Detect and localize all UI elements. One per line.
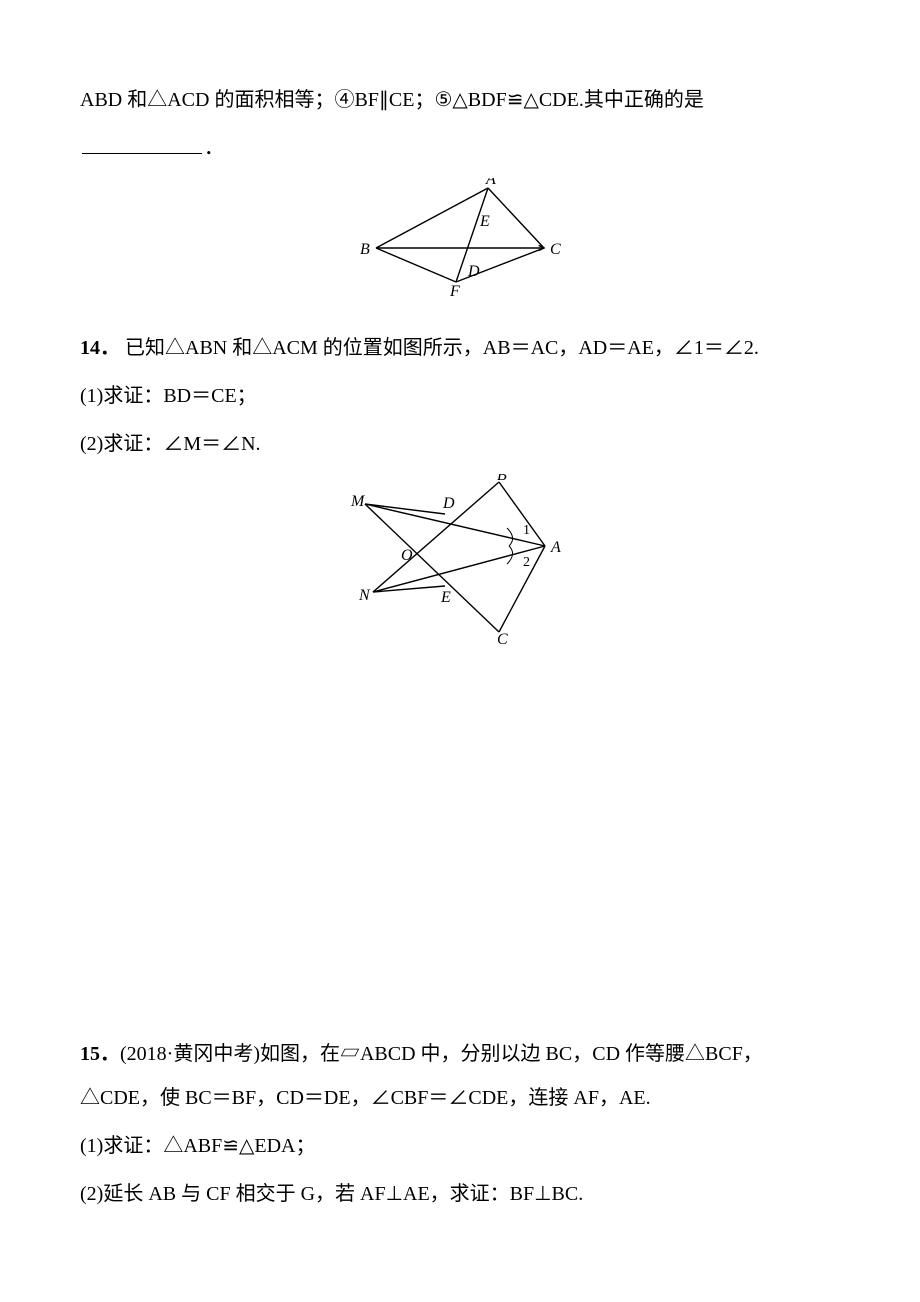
line1: ABD 和△ACD 的面积相等；④BF∥CE；⑤△BDF≌△CDE.其中正确的是	[80, 78, 840, 122]
svg-text:E: E	[479, 213, 490, 230]
q14-line: 14． 已知△ABN 和△ACM 的位置如图所示，AB＝AC，AD＝AE，∠1＝…	[80, 326, 840, 370]
q15-p2: (2)延长 AB 与 CF 相交于 G，若 AF⊥AE，求证：BF⊥BC.	[80, 1172, 840, 1216]
svg-text:C: C	[550, 241, 561, 258]
line2-blank: ．	[80, 126, 840, 170]
figure-2: A B C M N D E O 1 2	[345, 474, 575, 644]
q15-num: 15．	[80, 1043, 120, 1065]
q14-num: 14．	[80, 337, 120, 359]
svg-text:2: 2	[523, 555, 530, 570]
figure-2-wrap: A B C M N D E O 1 2	[80, 474, 840, 660]
figure-1: A B C D E F	[350, 178, 570, 298]
svg-text:F: F	[449, 283, 460, 298]
svg-text:D: D	[442, 495, 455, 512]
q14-text: 已知△ABN 和△ACM 的位置如图所示，AB＝AC，AD＝AE，∠1＝∠2.	[120, 337, 759, 359]
page-content: ABD 和△ACD 的面积相等；④BF∥CE；⑤△BDF≌△CDE.其中正确的是…	[0, 0, 920, 1216]
svg-text:M: M	[350, 493, 366, 510]
blank-space	[80, 672, 840, 1032]
svg-text:B: B	[497, 474, 507, 484]
q15-text: (2018·黄冈中考)如图，在▱ABCD 中，分别以边 BC，CD 作等腰△BC…	[80, 1043, 763, 1109]
svg-text:C: C	[497, 631, 508, 644]
svg-text:E: E	[440, 589, 451, 606]
q14-p1: (1)求证：BD＝CE；	[80, 374, 840, 418]
figure-1-wrap: A B C D E F	[80, 178, 840, 314]
q14-p2: (2)求证：∠M＝∠N.	[80, 422, 840, 466]
q15-line: 15．(2018·黄冈中考)如图，在▱ABCD 中，分别以边 BC，CD 作等腰…	[80, 1032, 840, 1120]
line1-text: ABD 和△ACD 的面积相等；④BF∥CE；⑤△BDF≌△CDE.其中正确的是	[80, 89, 704, 111]
svg-text:D: D	[467, 263, 480, 280]
q15-p1: (1)求证：△ABF≌△EDA；	[80, 1124, 840, 1168]
svg-text:1: 1	[523, 523, 530, 538]
answer-blank[interactable]	[82, 153, 202, 154]
svg-text:A: A	[550, 539, 561, 556]
blank-period: ．	[204, 137, 224, 159]
svg-text:N: N	[358, 587, 371, 604]
svg-text:O: O	[401, 547, 413, 564]
svg-text:A: A	[485, 178, 496, 188]
svg-text:B: B	[360, 241, 370, 258]
